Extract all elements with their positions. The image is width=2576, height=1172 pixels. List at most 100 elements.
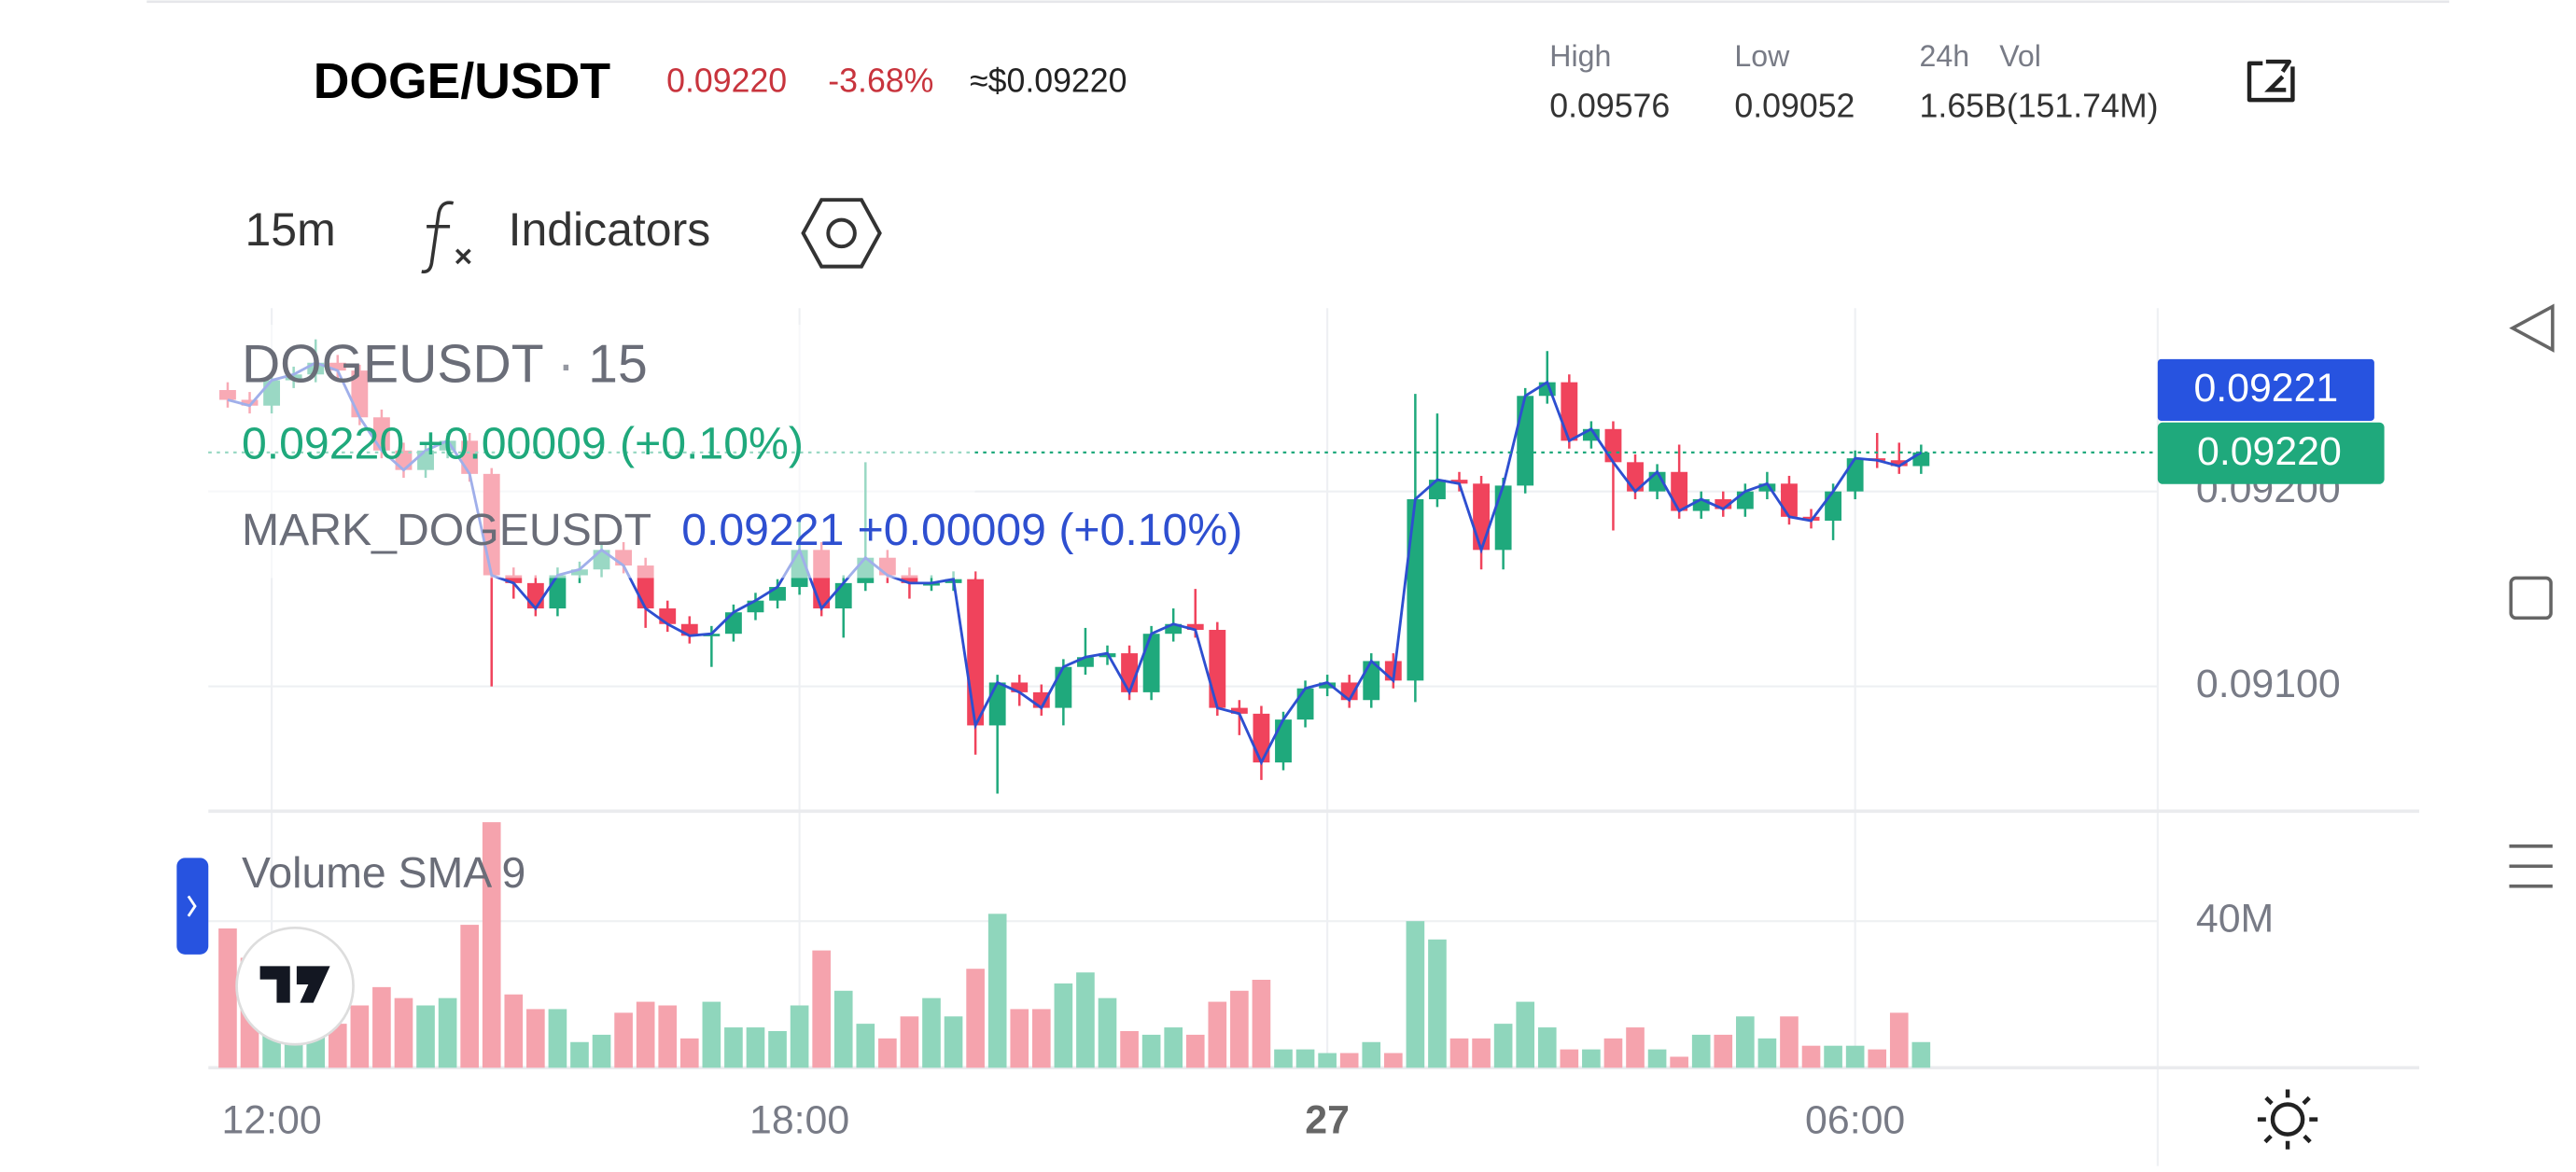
settings-icon[interactable]: [801, 198, 882, 269]
collapse-arrow: [187, 895, 197, 917]
candle-body: [769, 587, 786, 601]
volume-bar: [1801, 1045, 1821, 1068]
volume-bar: [790, 1005, 809, 1068]
candle-body: [724, 612, 742, 635]
last-price-tag: [2157, 422, 2385, 484]
volume-bar: [548, 1009, 567, 1068]
volume-bar: [658, 1005, 678, 1068]
volume-bar: [1868, 1049, 1887, 1068]
volume-bar: [1472, 1038, 1491, 1068]
menu-icon[interactable]: [2509, 844, 2553, 888]
volume-bar: [1428, 939, 1447, 1068]
candle-body: [834, 582, 852, 609]
candle-body: [505, 575, 523, 583]
candle-body: [1011, 682, 1029, 692]
volume-bar: [1603, 1038, 1623, 1068]
price: 0.09220: [666, 63, 787, 100]
volume-bar: [1647, 1049, 1667, 1068]
candle-body: [1275, 719, 1292, 763]
volume-bar: [482, 822, 501, 1068]
volume-bar: [1031, 1009, 1051, 1068]
volume-bar: [768, 1030, 787, 1068]
interval[interactable]: 15m: [245, 203, 336, 256]
volume-bar: [1098, 998, 1117, 1068]
sidebar: [2509, 303, 2555, 888]
y-tick-label: 0.09100: [2196, 662, 2341, 706]
candle-body: [1296, 688, 1314, 720]
volume-bar: [1120, 1030, 1139, 1068]
candle-body: [901, 575, 918, 583]
collapse-tab[interactable]: [176, 858, 209, 955]
candle-body: [526, 582, 544, 609]
legend-row: MARK_DOGEUSDT 0.09221 +0.00009 (+0.10%): [242, 505, 1242, 555]
candle-body: [1186, 623, 1204, 631]
volume-bar: [878, 1038, 897, 1068]
x-tick-label: 18:00: [749, 1097, 849, 1142]
volume-bar: [592, 1034, 611, 1068]
volume-bar: [944, 1016, 963, 1068]
plot: 12:00 18:00 27 06:000.092000.0910040M0.0922…: [176, 308, 2420, 1166]
volume-bar: [504, 994, 524, 1068]
volume-bar: [1493, 1024, 1513, 1068]
mark-price-label: 0.09221: [2193, 366, 2338, 411]
volume-bar: [1626, 1027, 1645, 1068]
candle-body: [1209, 630, 1226, 708]
volume-bar: [702, 1001, 721, 1068]
low-label: Low: [1734, 39, 1790, 73]
volume-bar: [1691, 1034, 1711, 1068]
share-icon[interactable]: [2247, 59, 2295, 103]
volume-bar: [1339, 1053, 1359, 1068]
candle-body: [1450, 480, 1468, 484]
volume-bar: [636, 1001, 655, 1068]
volume-bar: [372, 986, 391, 1068]
home-icon[interactable]: [2509, 576, 2553, 621]
fx-icon[interactable]: [421, 201, 471, 274]
candle-body: [1846, 458, 1864, 492]
x-tick-label: 12:00: [221, 1097, 321, 1142]
candle-body: [1671, 471, 1688, 511]
x-tick-label: 06:00: [1805, 1097, 1905, 1142]
theme-icon[interactable]: [2257, 1089, 2318, 1150]
indicators[interactable]: Indicators: [509, 203, 711, 256]
legend-item: ·: [557, 335, 575, 395]
tv-logo-mark: [259, 966, 330, 1003]
volume-bar: [1318, 1053, 1337, 1068]
volume-bar: [416, 1005, 435, 1068]
volume-bar: [350, 1005, 370, 1068]
vol-label: Vol: [1999, 39, 2041, 73]
volume-bar: [1582, 1049, 1601, 1068]
candle-body: [988, 682, 1006, 726]
volume-bar: [394, 998, 413, 1068]
volume-bar: [1889, 1012, 1909, 1068]
volume-bar: [1230, 990, 1249, 1068]
volume-bar: [438, 998, 457, 1068]
volume-bar: [1185, 1034, 1205, 1068]
legend-item: DOGEUSDT: [242, 335, 544, 395]
pair: DOGE/USDT: [314, 54, 611, 109]
tv-logo: [235, 926, 355, 1046]
volume-bar: [1252, 979, 1271, 1068]
volume-bar: [570, 1041, 589, 1068]
volume-bar: [812, 950, 831, 1068]
volume-bar: [614, 1012, 633, 1068]
volume-bar: [1780, 1016, 1799, 1068]
volume-bar: [460, 925, 479, 1068]
volume-title: Volume SMA 9: [242, 848, 525, 897]
volume-bar: [746, 1027, 765, 1068]
legend-item: +0.00009: [417, 418, 606, 468]
legend-item: 15: [588, 335, 648, 395]
candle-body: [1230, 707, 1248, 714]
volume-bar: [679, 1038, 699, 1068]
change: -3.68%: [828, 63, 933, 100]
volume-bar: [1449, 1038, 1469, 1068]
legend-row: DOGEUSDT · 15: [242, 335, 648, 395]
candle-body: [1781, 483, 1798, 517]
volume-bar: [1076, 972, 1095, 1068]
candle-body: [1121, 653, 1138, 692]
volume-bar: [1757, 1038, 1777, 1068]
mark-price-tag: [2157, 358, 2374, 421]
back-icon[interactable]: [2509, 303, 2555, 353]
volume-bar: [1384, 1053, 1403, 1068]
volume-bar: [724, 1027, 743, 1068]
